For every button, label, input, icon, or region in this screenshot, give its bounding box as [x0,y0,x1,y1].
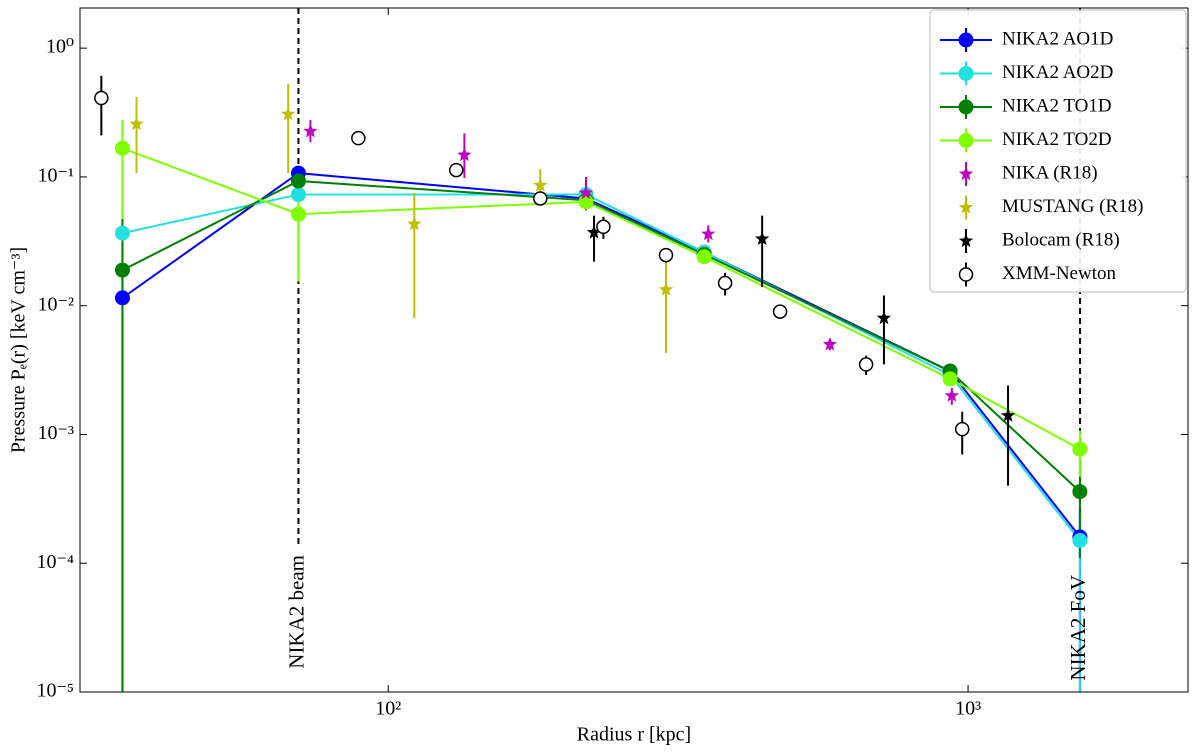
legend-label: NIKA2 AO2D [1002,62,1113,83]
legend-box [929,9,1187,293]
marker [755,231,770,245]
marker [1000,408,1016,422]
marker [822,337,837,351]
marker [596,219,611,235]
marker [658,247,674,263]
marker [290,206,306,222]
marker [533,191,548,206]
marker [578,194,594,210]
marker [351,130,366,146]
marker [958,133,974,148]
marker [114,290,130,306]
legend-label: XMM-Newton [1002,263,1116,284]
marker [303,123,318,138]
legend-label: MUSTANG (R18) [1002,196,1144,217]
legend-label: NIKA2 TO2D [1002,129,1112,150]
marker [457,147,472,162]
reference-label: NIKA2 FoV [1066,575,1090,681]
x-axis-label: Radius r [kpc] [577,724,691,746]
marker [290,187,306,203]
legend: NIKA2 AO1D NIKA2 AO2D NIKA2 TO1D NIKA2 TO2D… [929,9,1187,293]
marker [533,177,548,192]
x-tick-label: 10² [375,698,401,720]
marker [578,185,594,200]
marker [958,99,974,115]
marker [958,166,974,181]
marker [958,267,974,282]
legend-label: Bolocam (R18) [1002,229,1120,250]
marker [658,282,674,296]
legend-label: NIKA2 AO1D [1002,28,1113,49]
marker [1072,484,1088,500]
marker [954,421,970,437]
x-tick-label: 10³ [955,698,981,720]
marker [944,388,959,402]
marker [958,66,974,81]
reference-label: NIKA2 beam [284,555,308,669]
y-tick-label: 10⁻¹ [37,165,74,187]
marker [696,249,712,265]
marker [281,106,296,121]
marker [94,90,109,106]
marker [717,275,733,291]
marker [586,225,602,239]
marker [114,262,130,278]
marker [858,357,874,372]
marker [114,140,130,156]
marker [876,310,892,325]
y-axis-label: Pressure Pₑ(r) [keV cm⁻³] [8,247,30,453]
series-line [122,147,1081,450]
series-line [121,172,1081,538]
marker [449,162,464,178]
marker [958,200,974,214]
y-tick-label: 10⁰ [46,36,74,58]
legend-label: NIKA2 TO1D [1002,95,1112,116]
marker [1072,441,1088,457]
series-line [122,193,1081,542]
marker [1072,533,1088,549]
marker [958,32,974,48]
marker [942,371,958,387]
y-tick-label: 10⁻⁴ [36,551,74,573]
marker [407,216,422,231]
legend-label: NIKA (R18) [1002,162,1098,183]
y-tick-label: 10⁻² [37,293,74,315]
marker [290,173,306,189]
y-tick-label: 10⁻⁵ [36,680,74,702]
marker [772,304,788,319]
marker [701,226,716,241]
marker [114,225,130,241]
plot-area [94,8,1088,692]
plot-frame [79,7,1189,693]
marker [958,233,974,248]
marker [129,116,144,131]
y-tick-label: 10⁻³ [37,422,74,444]
